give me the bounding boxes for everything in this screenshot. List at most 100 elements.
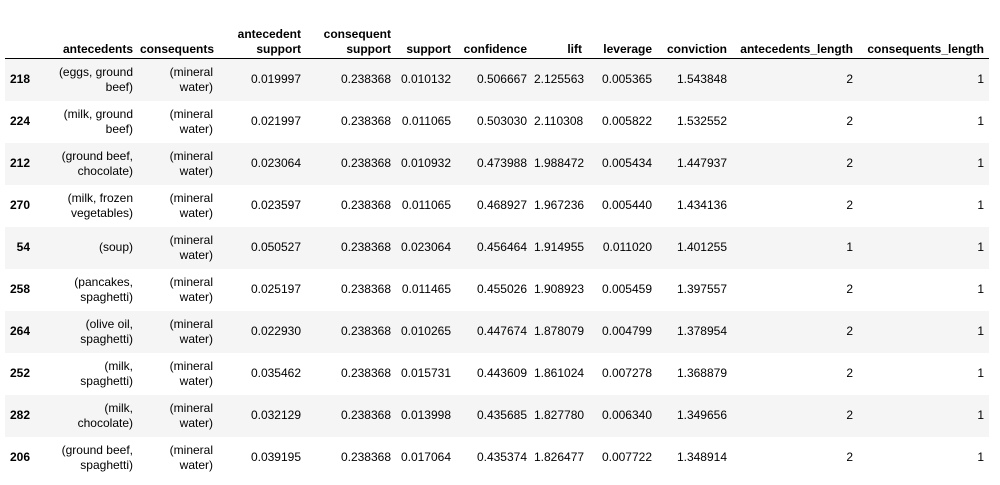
cell-lift: 1.967236: [534, 198, 585, 212]
cell-antecedents-length: 2: [846, 450, 853, 464]
cell-confidence: 0.443609: [476, 366, 527, 380]
cell-consequents: (mineral water): [138, 185, 218, 227]
cell-text-line: (mineral: [169, 106, 213, 121]
table-row: 206 (ground beef, spaghetti) (mineral water)…: [5, 437, 989, 479]
cell-antecedent-support: 0.022930: [250, 324, 301, 338]
column-header: antecedents_length: [732, 17, 858, 59]
cell-text-line: water): [179, 373, 213, 388]
index-header: [5, 17, 38, 59]
cell-antecedents-length: 2: [846, 156, 853, 170]
cell-antecedent-support: 0.025197: [250, 282, 301, 296]
cell-confidence: 0.447674: [476, 324, 527, 338]
cell-conviction: 1.434136: [676, 198, 727, 212]
cell-text-line: chocolate): [77, 415, 133, 430]
cell-conviction: 1.447937: [676, 156, 727, 170]
cell-text-line: (mineral: [169, 274, 213, 289]
cell-lift: 1.861024: [534, 366, 585, 380]
column-header: consequents_length: [858, 17, 989, 59]
cell-consequents-length: 1: [977, 240, 984, 254]
cell-consequents: (mineral water): [138, 143, 218, 185]
cell-antecedents: (milk, spaghetti): [38, 353, 138, 395]
row-index: 258: [9, 282, 30, 296]
column-header-label: conviction: [666, 42, 727, 56]
column-header: consequent support: [306, 17, 396, 59]
cell-text-line: (soup): [98, 240, 133, 254]
table-row: 224 (milk, ground beef) (mineral water) 0.021…: [5, 101, 989, 143]
cell-consequents-length: 1: [977, 324, 984, 338]
column-header-label: support: [406, 42, 451, 56]
cell-antecedents: (eggs, ground beef): [38, 59, 138, 101]
cell-conviction: 1.349656: [676, 408, 727, 422]
cell-text-line: chocolate): [77, 163, 133, 178]
cell-antecedent-support: 0.039195: [250, 450, 301, 464]
cell-text-line: (eggs, ground: [58, 64, 133, 79]
cell-conviction: 1.378954: [676, 324, 727, 338]
cell-support: 0.015731: [400, 366, 451, 380]
column-header: lift: [532, 17, 587, 59]
table-row: 282 (milk, chocolate) (mineral water) 0.03212…: [5, 394, 989, 437]
cell-conviction: 1.368879: [676, 366, 727, 380]
cell-antecedent-support: 0.023597: [250, 198, 301, 212]
table-row: 252 (milk, spaghetti) (mineral water) 0.03546…: [5, 353, 989, 395]
cell-confidence: 0.435685: [476, 408, 527, 422]
cell-confidence: 0.456464: [476, 240, 527, 254]
cell-text-line: water): [179, 79, 213, 94]
cell-text-line: (mineral: [169, 64, 213, 79]
cell-lift: 1.988472: [534, 156, 585, 170]
column-header-label: confidence: [463, 42, 527, 56]
table-row: 270 (milk, frozen vegetables) (mineral water…: [5, 185, 989, 227]
cell-lift: 1.826477: [534, 450, 585, 464]
cell-consequents: (mineral water): [138, 311, 218, 353]
cell-antecedent-support: 0.021997: [250, 114, 301, 128]
cell-consequent-support: 0.238368: [340, 198, 391, 212]
cell-antecedents: (ground beef, spaghetti): [38, 437, 138, 479]
cell-leverage: 0.004799: [601, 324, 652, 338]
cell-consequents: (mineral water): [138, 269, 218, 311]
table-header: antecedents consequents antecedent support c…: [5, 17, 989, 59]
cell-consequents-length: 1: [977, 72, 984, 87]
cell-lift: 1.914955: [534, 240, 585, 254]
cell-text-line: spaghetti): [80, 331, 133, 346]
cell-text-line: water): [179, 457, 213, 472]
cell-conviction: 1.532552: [676, 114, 727, 128]
cell-support: 0.011065: [401, 198, 451, 212]
row-index: 252: [9, 366, 30, 380]
row-index: 54: [16, 240, 30, 254]
cell-text-line: vegetables): [70, 205, 133, 220]
column-header-label: antecedent: [237, 27, 301, 41]
cell-consequents-length: 1: [977, 156, 984, 170]
cell-consequent-support: 0.238368: [340, 366, 391, 380]
column-header-label: consequents_length: [867, 42, 984, 56]
cell-consequent-support: 0.238368: [340, 450, 391, 464]
cell-antecedents-length: 2: [846, 198, 853, 212]
row-index: 224: [9, 114, 30, 128]
column-header-label: consequents: [140, 42, 215, 56]
cell-conviction: 1.401255: [676, 240, 727, 254]
cell-text-line: water): [179, 247, 213, 262]
cell-text-line: water): [179, 331, 213, 346]
column-header: antecedents: [38, 17, 138, 59]
cell-leverage: 0.007278: [601, 366, 652, 380]
cell-text-line: water): [179, 121, 213, 136]
cell-text-line: water): [179, 163, 213, 178]
cell-text-line: spaghetti): [80, 373, 133, 388]
row-index: 282: [9, 408, 30, 422]
cell-confidence: 0.435374: [476, 450, 527, 464]
cell-antecedent-support: 0.032129: [250, 408, 301, 422]
cell-lift: 2.125563: [534, 72, 585, 87]
cell-text-line: (milk, ground: [63, 106, 133, 121]
cell-support: 0.010132: [400, 72, 451, 87]
row-index: 264: [9, 324, 30, 338]
cell-consequents-length: 1: [977, 450, 984, 464]
cell-text-line: (milk,: [104, 358, 133, 373]
column-header: antecedent support: [218, 17, 306, 59]
cell-text-line: water): [179, 205, 213, 220]
table-row: 54 (soup) (mineral water) 0.050527 0.238368 0.…: [5, 226, 989, 269]
cell-conviction: 1.543848: [676, 72, 727, 87]
column-header-label: support: [256, 42, 301, 56]
cell-antecedents-length: 2: [846, 366, 853, 380]
cell-lift: 2.110308: [534, 114, 584, 128]
cell-antecedents-length: 2: [846, 408, 853, 422]
cell-consequents-length: 1: [977, 198, 984, 212]
cell-consequents-length: 1: [977, 282, 984, 296]
